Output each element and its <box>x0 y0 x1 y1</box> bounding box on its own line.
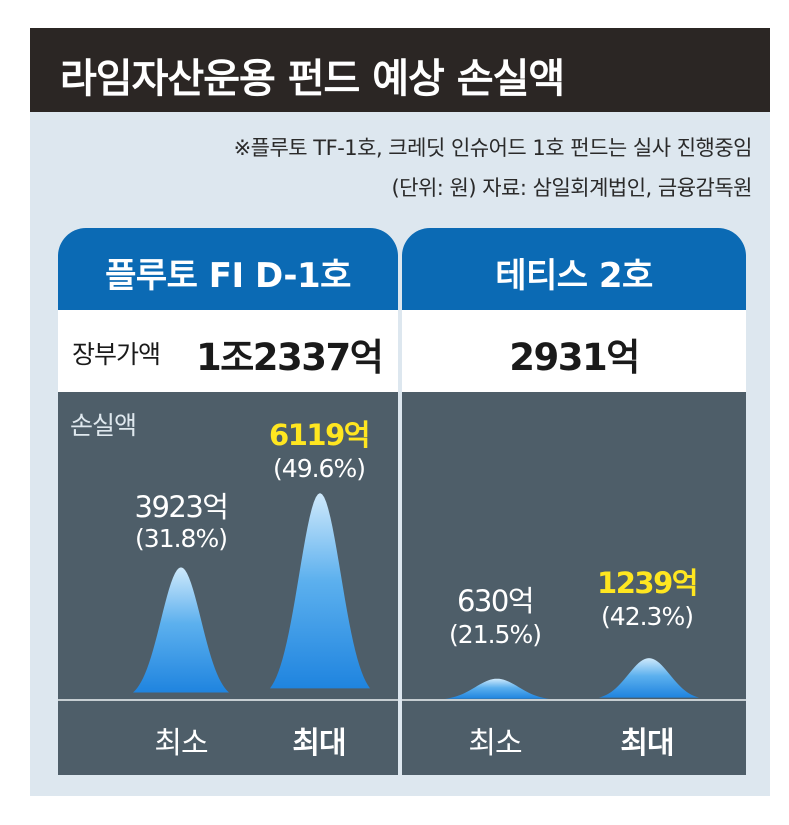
page-title: 라임자산운용 펀드 예상 손실액 <box>60 56 565 102</box>
infographic-frame: 라임자산운용 펀드 예상 손실액 ※플루토 TF-1호, 크레딧 인슈어드 1호… <box>30 28 770 796</box>
book-value-row: 2931억 <box>402 310 746 392</box>
loss-peak-min <box>133 567 229 693</box>
fund-panel-pluto: 플루토 FI D-1호 장부가액 1조2337억 손실액 3923억 (31 <box>58 228 398 775</box>
loss-chart <box>402 658 746 701</box>
loss-peak-min <box>445 678 549 699</box>
fund-panel-tethys: 테티스 2호 2931억 630억 (21.5%) 1239억 (42.3%) … <box>402 228 746 775</box>
loss-peak-max <box>599 658 699 698</box>
category-min: 최소 <box>468 726 522 761</box>
book-value-row: 장부가액 1조2337억 <box>58 310 398 392</box>
max-ratio-label: (42.3%) <box>601 602 694 631</box>
book-value: 2931억 <box>509 336 640 379</box>
min-ratio-label: (21.5%) <box>449 620 542 649</box>
panel-header: 테티스 2호 <box>402 228 746 310</box>
fund-name: 플루토 FI D-1호 <box>105 256 351 296</box>
max-value-label: 1239억 <box>597 566 698 600</box>
category-min: 최소 <box>154 726 208 761</box>
panel-header: 플루토 FI D-1호 <box>58 228 398 310</box>
fund-status-note: ※플루토 TF-1호, 크레딧 인슈어드 1호 펀드는 실사 진행중임 <box>233 136 753 160</box>
loss-peak-max <box>270 493 370 689</box>
loss-plot-area: 손실액 3923억 (31.8%) 6119억 (49.6%) 최소 최대 <box>58 392 398 775</box>
fund-name: 테티스 2호 <box>495 256 653 296</box>
category-max: 최대 <box>620 726 674 761</box>
loss-label: 손실액 <box>70 411 137 440</box>
book-value-label: 장부가액 <box>72 340 161 369</box>
max-value-label: 6119억 <box>269 418 370 452</box>
unit-source-note: (단위: 원) 자료: 삼일회계법인, 금융감독원 <box>391 176 752 200</box>
loss-chart <box>58 493 398 701</box>
min-value-label: 3923억 <box>134 490 229 524</box>
title-bar: 라임자산운용 펀드 예상 손실액 <box>30 28 770 112</box>
category-max: 최대 <box>292 726 346 761</box>
min-value-label: 630억 <box>456 584 535 618</box>
max-ratio-label: (49.6%) <box>273 454 366 483</box>
book-value: 1조2337억 <box>196 336 384 379</box>
loss-plot-area: 630억 (21.5%) 1239억 (42.3%) 최소 최대 <box>402 392 746 775</box>
min-ratio-label: (31.8%) <box>135 524 228 553</box>
